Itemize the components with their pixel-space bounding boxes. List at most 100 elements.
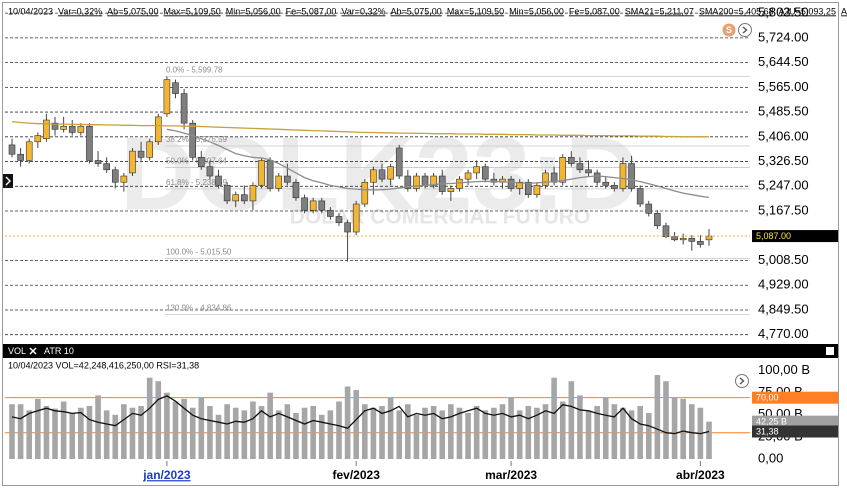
volume-bar (602, 397, 609, 459)
x-tick-label: fev/2023 (333, 468, 381, 482)
fib-label: 61.8% - 5,238.69 (166, 178, 227, 187)
volume-bar (499, 404, 506, 459)
info-text: Ab=5,075,00 (107, 6, 158, 16)
candle-body (568, 157, 575, 164)
volume-bar (103, 410, 110, 459)
candle-body (68, 125, 76, 133)
volume-bar (284, 404, 291, 459)
candle-body (464, 172, 472, 180)
candle-body (671, 236, 678, 241)
volume-bar (671, 397, 678, 459)
level-tag-box (752, 391, 838, 404)
info-text: Min=5,056,00 (509, 6, 564, 16)
volume-bar (155, 381, 162, 459)
candle-body (516, 181, 523, 189)
close-vol-icon[interactable] (29, 347, 37, 355)
y-tick-label: 5,485.50 (758, 104, 809, 119)
candle-body (662, 225, 670, 237)
candle-body (481, 166, 489, 180)
candle-body (344, 222, 351, 233)
candle-body (430, 175, 437, 186)
candle-body (249, 185, 257, 202)
candle-body (318, 200, 326, 211)
volume-bar (60, 401, 67, 459)
volume-bar (637, 405, 643, 459)
level-tag: 70,00 (756, 393, 779, 403)
candle-body (94, 160, 102, 164)
volume-bar (215, 414, 222, 459)
candle-body (421, 175, 429, 186)
y-tick-label: 5,565.00 (758, 79, 809, 94)
volume-bar (387, 397, 394, 459)
badge-button[interactable]: S (722, 23, 736, 37)
volume-bar (473, 405, 480, 459)
indicator-bar (3, 344, 838, 358)
candle-body (507, 178, 515, 189)
candle-body (619, 163, 627, 189)
info-text: AJU=5,093,25 (779, 6, 836, 16)
volume-bar (86, 405, 93, 459)
volume-bar (370, 407, 377, 459)
candle-body (77, 125, 85, 133)
lower-next-button[interactable] (735, 374, 749, 388)
candle-body (232, 194, 240, 202)
fib-label: 0.0% - 5,599.78 (166, 66, 223, 75)
candle-body (172, 82, 179, 94)
info-text: SMA21=5,211,07 (625, 6, 694, 16)
candle-body (378, 169, 386, 180)
volume-bar (35, 398, 41, 459)
volume-bar (121, 404, 127, 459)
fib-label: 130.9% - 4,834.86 (166, 304, 232, 313)
indicator-tab[interactable]: VOL (8, 346, 26, 356)
candle-body (387, 166, 394, 180)
info-text: 10/04/2023 VOL=42,248,416,250,00 RSI=31,… (8, 360, 199, 370)
candle-body (602, 181, 610, 186)
expand-left-button[interactable] (3, 174, 13, 188)
volume-bar (198, 397, 205, 459)
volume-bar (585, 410, 592, 459)
y-tick-label: 5,167.50 (758, 202, 809, 217)
candle-body (533, 185, 541, 195)
volume-bar (293, 413, 299, 459)
value-tag-box (752, 230, 838, 243)
candle-body (223, 185, 231, 202)
candle-body (628, 163, 635, 189)
volume-bar (516, 410, 523, 459)
y-tick-label: 4,770.00 (758, 326, 809, 341)
candle-body (111, 169, 119, 183)
candle-body (43, 119, 50, 139)
volume-bar (241, 410, 248, 459)
x-tick-label: abr/2023 (676, 468, 725, 482)
info-text: Ab=5,075,00 (391, 6, 442, 16)
maximize-icon[interactable] (826, 347, 834, 355)
candle-body (705, 235, 713, 241)
volume-bar (430, 405, 437, 459)
candle-body (284, 175, 291, 183)
volume-bar (310, 405, 316, 459)
badge-label: S (726, 25, 732, 35)
volume-bar (267, 392, 273, 459)
next-button[interactable] (738, 23, 752, 37)
candle-body (611, 185, 618, 189)
volume-bar (232, 407, 239, 459)
candle-body (335, 216, 343, 223)
volume-bar (413, 414, 420, 459)
y-tick-label: 5,326.50 (758, 153, 809, 168)
info-text: Fe=5,087,00 (569, 6, 620, 16)
candle-body (361, 181, 369, 205)
volume-bar (146, 377, 153, 459)
candle-body (524, 181, 532, 195)
volume-bar (680, 398, 686, 459)
series-line (11, 395, 710, 435)
volume-bar (353, 390, 359, 459)
volume-bar (559, 401, 566, 459)
fib-label: 38.2% - 5,376.59 (166, 135, 227, 144)
candle-body (292, 181, 300, 199)
indicator-tab[interactable]: ATR 10 (44, 346, 74, 356)
volume-bar (594, 405, 600, 459)
candle-body (198, 157, 205, 167)
y-tick-label: 4,849.50 (758, 301, 809, 316)
volume-bar (568, 381, 575, 459)
x-tick-label: mar/2023 (485, 468, 537, 482)
volume-bar (491, 407, 497, 459)
